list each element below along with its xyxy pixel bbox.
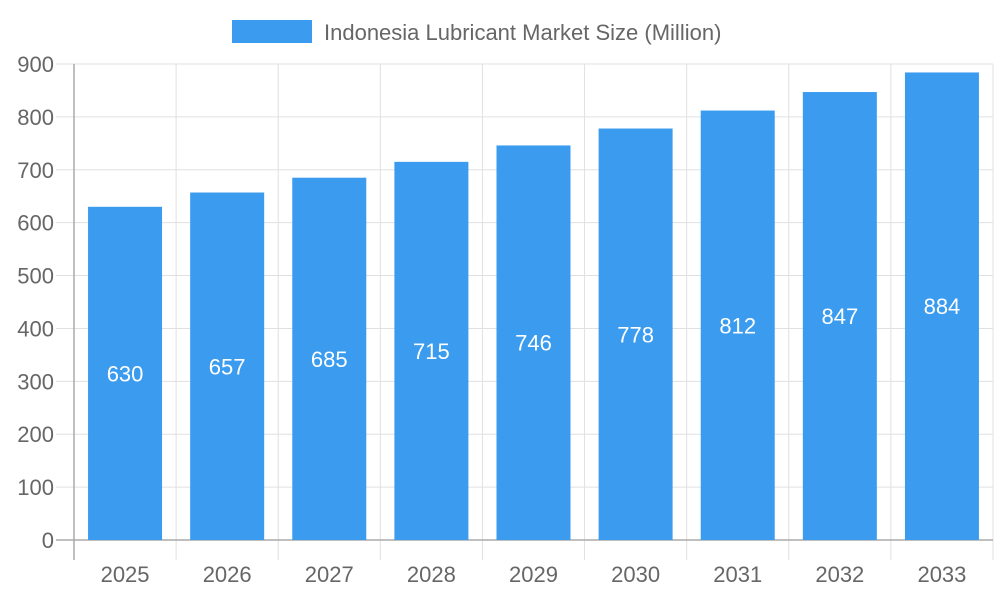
x-axis: 2025 2026 2027 2028 2029 2030 2031 2032 2033 — [101, 562, 967, 587]
bar-2031 — [700, 110, 775, 540]
x-tick-label: 2025 — [101, 562, 150, 587]
y-tick-label: 500 — [17, 264, 54, 289]
x-tick-label: 2032 — [815, 562, 864, 587]
y-axis: 0 100 200 300 400 500 600 700 800 900 — [17, 52, 54, 553]
y-tick-label: 800 — [17, 105, 54, 130]
legend-label: Indonesia Lubricant Market Size (Million… — [324, 20, 721, 45]
data-label-2025: 630 — [107, 361, 144, 386]
data-labels: 630 657 685 715 746 778 812 847 884 — [107, 294, 961, 386]
x-tick-label: 2028 — [407, 562, 456, 587]
legend-swatch — [232, 20, 312, 43]
data-label-2033: 884 — [924, 294, 961, 319]
data-label-2029: 746 — [515, 331, 552, 356]
y-tick-label: 100 — [17, 475, 54, 500]
bar-2030 — [598, 128, 673, 540]
bar-2026 — [190, 192, 265, 540]
bar-2025 — [88, 206, 163, 541]
y-tick-label: 700 — [17, 158, 54, 183]
x-tick-label: 2033 — [917, 562, 966, 587]
x-tick-label: 2027 — [305, 562, 354, 587]
bar-2027 — [292, 177, 367, 540]
y-tick-label: 600 — [17, 211, 54, 236]
x-tick-label: 2026 — [203, 562, 252, 587]
bar-2032 — [802, 92, 877, 540]
y-tick-label: 400 — [17, 316, 54, 341]
x-tick-label: 2031 — [713, 562, 762, 587]
data-label-2031: 812 — [719, 313, 756, 338]
bar-2028 — [394, 161, 469, 540]
bar-2029 — [496, 145, 571, 540]
y-tick-label: 0 — [42, 528, 54, 553]
data-label-2028: 715 — [413, 339, 450, 364]
x-tick-label: 2029 — [509, 562, 558, 587]
data-label-2032: 847 — [821, 304, 858, 329]
legend[interactable]: Indonesia Lubricant Market Size (Million… — [232, 20, 721, 45]
bar-2033 — [904, 72, 979, 540]
y-tick-label: 300 — [17, 369, 54, 394]
y-tick-label: 200 — [17, 422, 54, 447]
data-label-2026: 657 — [209, 354, 246, 379]
data-label-2030: 778 — [617, 322, 654, 347]
x-tick-label: 2030 — [611, 562, 660, 587]
data-label-2027: 685 — [311, 347, 348, 372]
y-tick-label: 900 — [17, 52, 54, 77]
bars — [88, 72, 979, 541]
